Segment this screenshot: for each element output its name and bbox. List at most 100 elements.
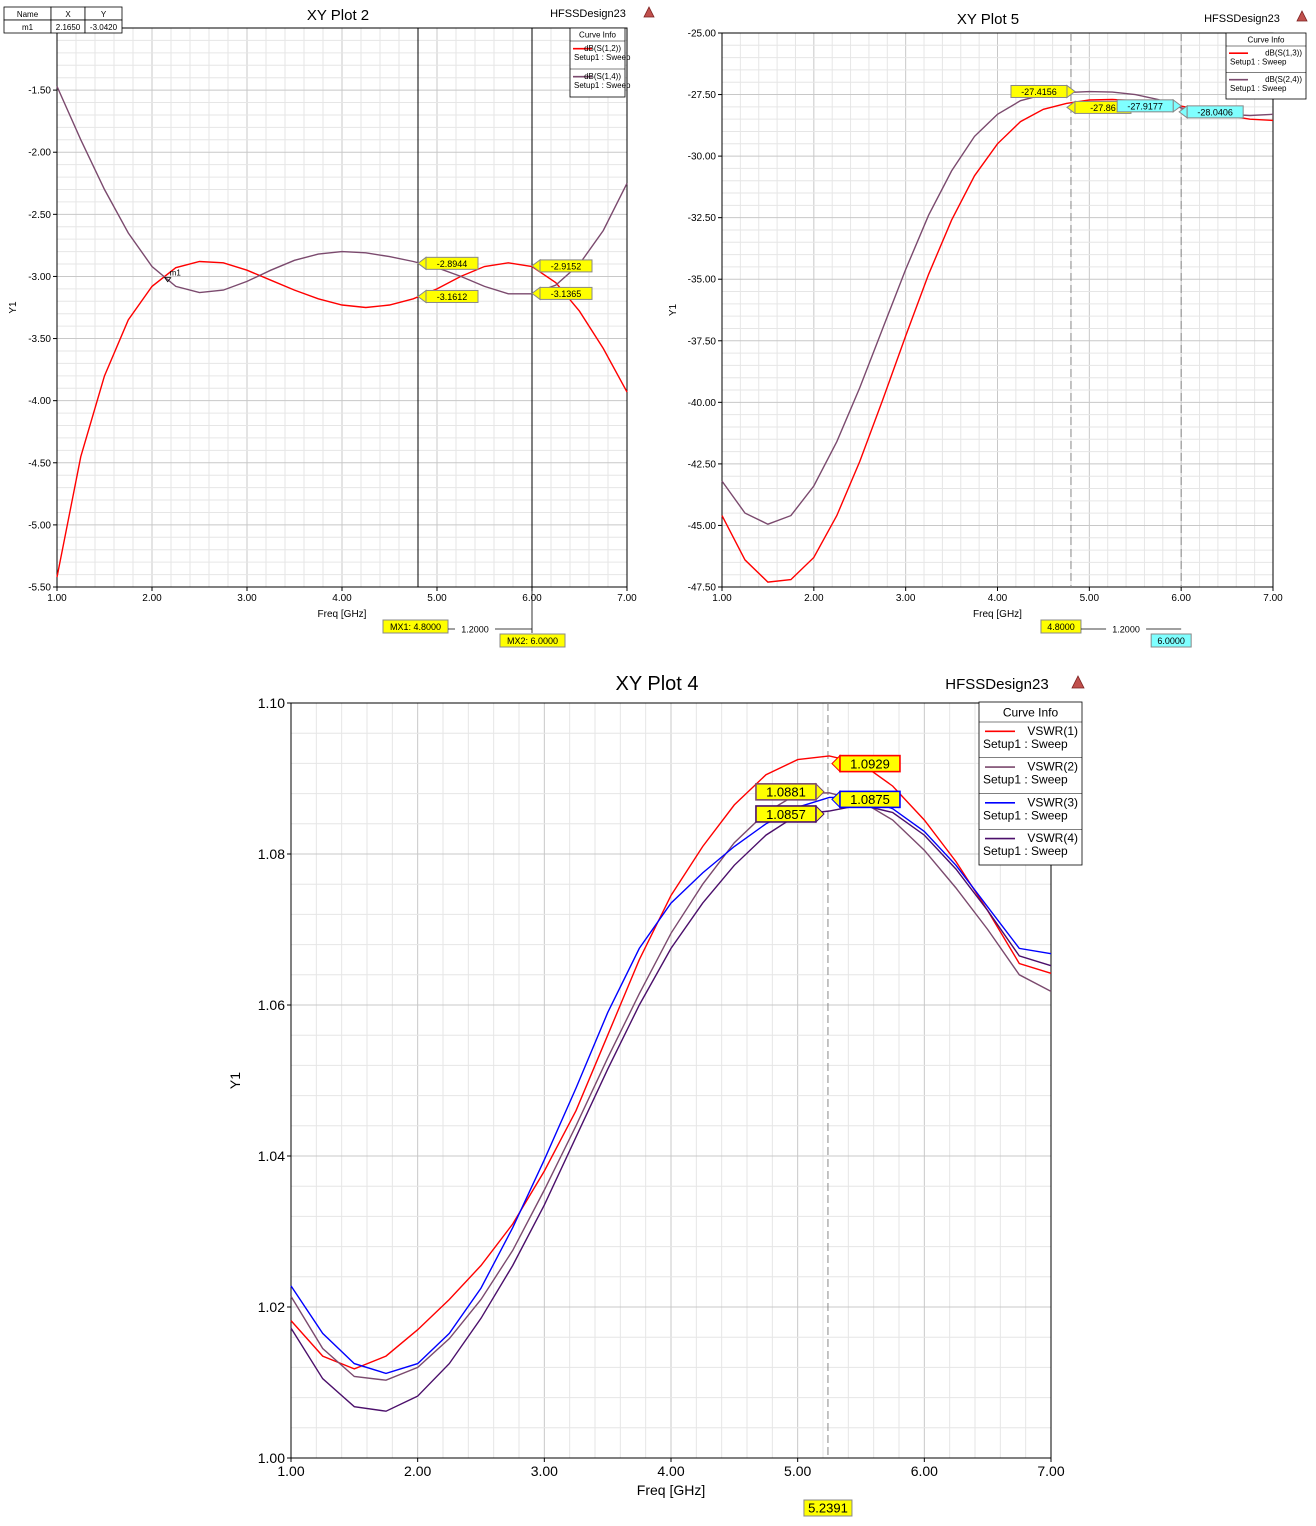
chart-1: 1.00 2.00 3.00 4.00 5.00 6.00 7.00-1.50-2.00-2… xyxy=(3,6,655,648)
y-tick-label: -27.50 xyxy=(688,90,717,101)
value-tag-box xyxy=(539,286,593,300)
delta-bg xyxy=(1106,623,1147,635)
marker-point-label: m1 xyxy=(170,269,182,278)
y-tick-label: -40.00 xyxy=(688,398,717,409)
warning-icon xyxy=(1296,10,1308,22)
x-tick-label: 3.00 xyxy=(237,593,257,604)
warning-icon xyxy=(1071,675,1085,689)
legend-series-name: VSWR(3) xyxy=(1027,795,1078,809)
value-tag-label: -27.86 xyxy=(1090,103,1116,113)
marker-table: Name X Ym1 2.1650 -3.0420 xyxy=(3,6,123,34)
legend-box xyxy=(569,27,626,98)
series-line-2 xyxy=(721,90,1274,525)
x-tick-label: 7.00 xyxy=(617,593,637,604)
value-tag-label: -27.4156 xyxy=(1021,87,1057,97)
legend-series-setup: Setup1 : Sweep xyxy=(983,773,1068,787)
legend-series-name: VSWR(2) xyxy=(1027,760,1078,774)
cursor-value-box xyxy=(499,633,566,648)
legend-series-name: dB(S(1,4)) xyxy=(584,72,621,81)
x-tick-label: 1.00 xyxy=(47,593,67,604)
y-tick-label: 1.08 xyxy=(258,846,285,862)
legend-box xyxy=(1225,32,1307,100)
x-tick-label: 7.00 xyxy=(1037,1463,1064,1479)
chart-title: XY Plot 2 xyxy=(307,7,369,24)
delta-label: 1.2000 xyxy=(1112,625,1140,635)
x-tick-label: 5.00 xyxy=(1080,593,1100,604)
series-line-3 xyxy=(290,796,1052,1375)
legend-series-setup: Setup1 : Sweep xyxy=(983,844,1068,858)
marker-table-cell xyxy=(84,19,123,34)
value-tag-box xyxy=(755,783,817,801)
y-tick-label: -37.50 xyxy=(688,336,717,347)
y-tick-label: 1.04 xyxy=(258,1148,285,1164)
legend-title: Curve Info xyxy=(1248,35,1285,44)
x-axis-label: Freq [GHz] xyxy=(637,1482,705,1498)
marker-table-header: Name xyxy=(17,10,39,19)
cursor-value-box xyxy=(803,1499,853,1517)
y-tick-label: -42.50 xyxy=(688,459,717,470)
y-tick-label: -35.00 xyxy=(688,275,717,286)
x-tick-label: 4.00 xyxy=(332,593,352,604)
warning-icon xyxy=(643,6,655,18)
legend-series-setup: Setup1 : Sweep xyxy=(574,53,631,62)
cursor-value-label: MX2: 6.0000 xyxy=(507,636,558,646)
y-axis-label: Y1 xyxy=(8,301,19,314)
y-tick-label: -25.00 xyxy=(688,29,717,40)
y-tick-label: -4.50 xyxy=(28,458,51,469)
x-tick-label: 3.00 xyxy=(531,1463,558,1479)
cursor-value-box xyxy=(382,619,449,634)
legend-title: Curve Info xyxy=(579,30,616,39)
x-tick-label: 4.00 xyxy=(988,593,1008,604)
x-tick-label: 1.00 xyxy=(712,593,732,604)
cursor-value-label: 4.8000 xyxy=(1047,622,1075,632)
value-tag-box xyxy=(1186,105,1244,119)
y-axis-label: Y1 xyxy=(668,303,679,316)
cursor-value-label: 6.0000 xyxy=(1157,636,1185,646)
cursor-value-label: MX1: 4.8000 xyxy=(390,622,441,632)
y-tick-label: -2.00 xyxy=(28,148,51,159)
value-tag-label: -3.1612 xyxy=(437,292,468,302)
cursor-value-box xyxy=(1150,633,1192,648)
x-tick-label: 7.00 xyxy=(1263,593,1283,604)
value-tag-box xyxy=(839,790,901,809)
legend-series-name: dB(S(1,3)) xyxy=(1265,49,1302,58)
y-tick-label: -3.00 xyxy=(28,272,51,283)
y-tick-label: 1.06 xyxy=(258,997,285,1013)
legend-series-name: VSWR(4) xyxy=(1027,831,1078,845)
y-tick-label: -2.50 xyxy=(28,210,51,221)
delta-bg xyxy=(455,623,495,635)
chart-title: XY Plot 4 xyxy=(615,673,698,695)
value-tag-box xyxy=(425,289,479,303)
x-tick-label: 6.00 xyxy=(1171,593,1191,604)
legend-title: Curve Info xyxy=(1003,705,1059,719)
legend-series-name: dB(S(1,2)) xyxy=(584,44,621,53)
y-tick-label: -45.00 xyxy=(688,521,717,532)
series-line-4 xyxy=(290,804,1052,1412)
value-tag-label: 1.0875 xyxy=(850,792,890,807)
x-axis-label: Freq [GHz] xyxy=(973,609,1022,620)
x-tick-label: 6.00 xyxy=(911,1463,938,1479)
design-name: HFSSDesign23 xyxy=(1204,13,1280,25)
delta-label: 1.2000 xyxy=(461,625,489,635)
marker-table-header: Y xyxy=(101,10,107,19)
legend-series-setup: Setup1 : Sweep xyxy=(1230,58,1287,67)
value-tag-label: -27.9177 xyxy=(1127,101,1163,111)
cursor-value-label: 5.2391 xyxy=(808,1500,848,1515)
value-tag-label: -3.1365 xyxy=(551,289,582,299)
value-tag-box xyxy=(755,805,817,823)
x-tick-label: 1.00 xyxy=(277,1463,304,1479)
x-tick-label: 2.00 xyxy=(804,593,824,604)
y-tick-label: -47.50 xyxy=(688,583,717,594)
x-tick-label: 2.00 xyxy=(404,1463,431,1479)
marker-table-value: m1 xyxy=(22,23,34,32)
legend-series-setup: Setup1 : Sweep xyxy=(983,808,1068,822)
value-tag-box xyxy=(1116,99,1174,113)
value-tag-label: -2.9152 xyxy=(551,262,582,272)
legend-series-name: dB(S(2,4)) xyxy=(1265,75,1302,84)
chart-3: 1.00 2.00 3.00 4.00 5.00 6.00 7.00 1.10 1.08 1.06… xyxy=(227,673,1085,1517)
chart-title: XY Plot 5 xyxy=(957,11,1019,28)
y-tick-label: -4.00 xyxy=(28,396,51,407)
